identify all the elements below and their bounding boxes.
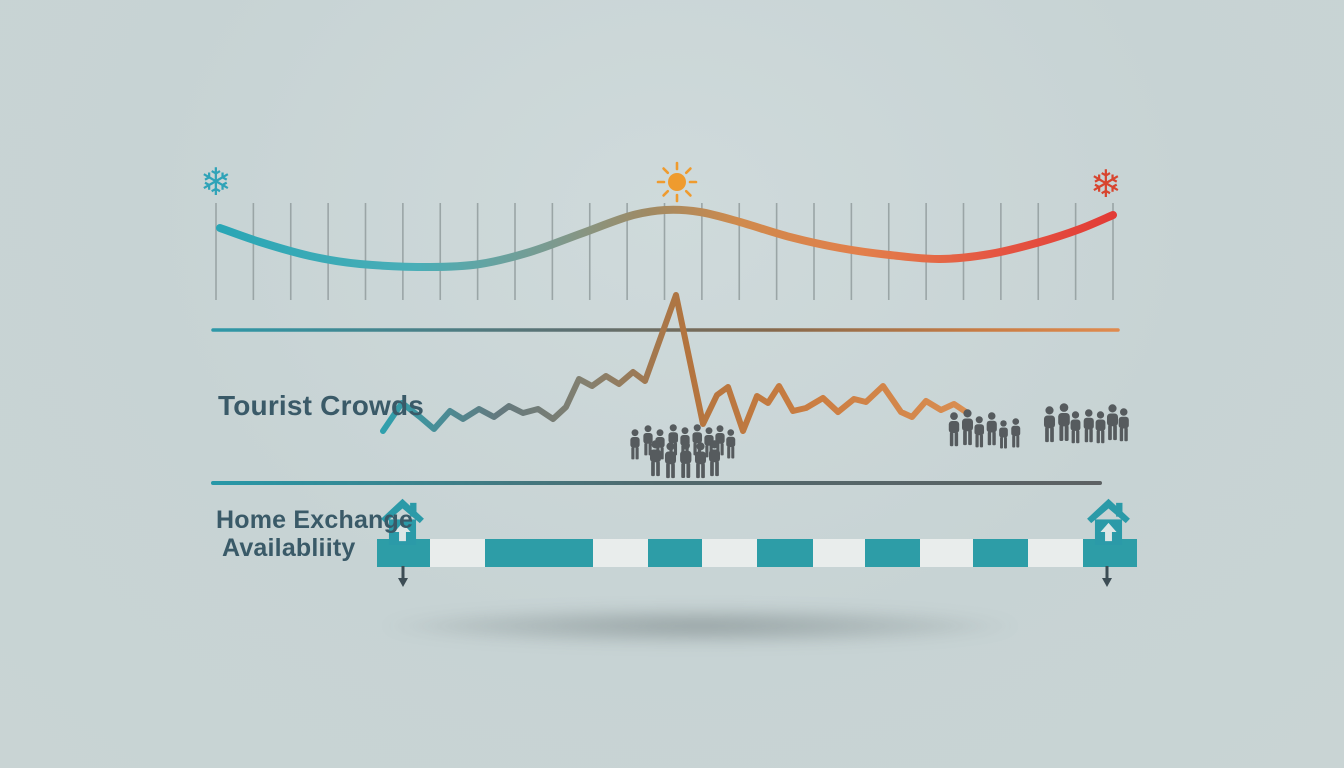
home-exchange-label-line2: Availabliity: [222, 534, 356, 562]
sun-icon: [656, 161, 698, 203]
sun-ray: [684, 189, 692, 197]
time-tick-marks: [215, 203, 1114, 300]
sun-ray: [684, 167, 692, 175]
house-icon-right: [1087, 498, 1130, 545]
availability-segment-low: [920, 539, 973, 567]
availability-segment-low: [813, 539, 865, 567]
person-icon: [1043, 406, 1056, 443]
person-icon: [1083, 409, 1094, 443]
person-icon: [1070, 411, 1081, 444]
person-icon: [668, 424, 679, 456]
down-arrow-head: [398, 578, 408, 587]
tourist-crowds-label: Tourist Crowds: [218, 390, 425, 421]
availability-segment-low: [593, 539, 648, 567]
late-season-group-1: [948, 409, 1021, 449]
person-icon: [726, 429, 736, 459]
availability-segment-low: [702, 539, 757, 567]
person-icon: [692, 424, 703, 456]
tourist-crowds-line: [380, 292, 969, 434]
availability-segment-low: [430, 539, 485, 567]
person-icon: [986, 412, 997, 446]
person-icon: [999, 420, 1008, 449]
person-icon: [1095, 411, 1106, 444]
availability-segment-available: [485, 539, 593, 567]
season-temperature-wave: [216, 205, 1117, 272]
person-icon: [1058, 403, 1070, 441]
tourist-crowds-path: [380, 292, 969, 434]
down-arrows: [398, 566, 1112, 587]
person-icon: [1118, 408, 1129, 442]
availability-segment-low: [1028, 539, 1083, 567]
person-icon: [948, 412, 960, 447]
season-wave-path: [216, 205, 1117, 272]
person-icon: [974, 416, 985, 448]
home-exchange-availability-label: Home Exchange Availabliity: [216, 506, 413, 562]
availability-segment-available: [648, 539, 702, 567]
peak-season-crowd: [630, 424, 736, 479]
person-icon: [694, 442, 707, 479]
person-icon: [630, 429, 640, 460]
availability-bar: [377, 539, 1137, 567]
snowflake-icon-winter-end: ❄: [1090, 162, 1122, 206]
person-icon: [680, 441, 692, 479]
home-exchange-label-line1: Home Exchange: [216, 506, 414, 534]
availability-segment-available: [757, 539, 813, 567]
person-icon: [708, 440, 721, 477]
down-arrow-head: [1102, 578, 1112, 587]
sun-core: [668, 173, 686, 191]
sun-ray: [662, 189, 670, 197]
person-icon: [1011, 418, 1021, 448]
house-icons: [381, 498, 1130, 545]
late-season-group-2: [1043, 403, 1129, 444]
availability-segment-available: [973, 539, 1028, 567]
person-icon: [649, 440, 662, 477]
person-icon: [961, 409, 974, 446]
availability-segment-available: [865, 539, 920, 567]
person-icon: [664, 442, 677, 479]
person-icon: [1106, 404, 1119, 441]
sun-ray: [662, 167, 670, 175]
snowflake-icon-winter-start: ❄: [200, 160, 232, 204]
